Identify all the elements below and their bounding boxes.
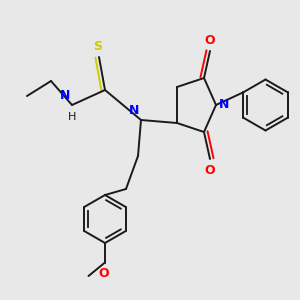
Text: S: S <box>93 40 102 52</box>
Text: O: O <box>205 164 215 176</box>
Text: N: N <box>60 89 70 102</box>
Text: N: N <box>129 104 140 117</box>
Text: N: N <box>219 98 230 112</box>
Text: O: O <box>205 34 215 46</box>
Text: O: O <box>98 267 109 280</box>
Text: H: H <box>68 112 76 122</box>
